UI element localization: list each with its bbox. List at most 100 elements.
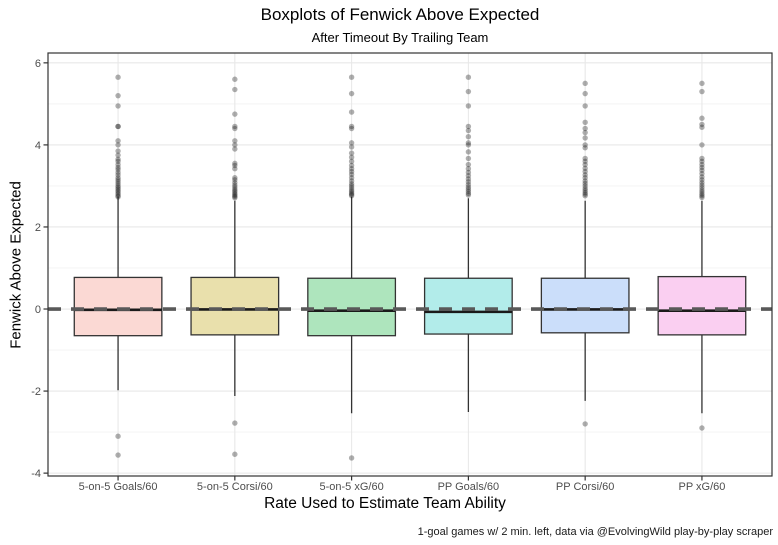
outlier-point	[348, 165, 355, 172]
outlier-point	[348, 171, 355, 178]
outlier-point	[232, 165, 238, 172]
outlier-point	[582, 90, 588, 97]
outlier-point	[232, 142, 238, 148]
outlier-point	[348, 109, 355, 115]
outlier-point	[348, 188, 355, 195]
outlier-point	[699, 194, 705, 201]
outlier-point	[232, 191, 238, 197]
outlier-point	[115, 175, 121, 181]
outlier-point	[582, 189, 588, 196]
y-tick-label: 2	[35, 222, 41, 234]
outlier-point	[699, 179, 705, 186]
outlier-point	[348, 154, 355, 160]
outlier-point	[115, 142, 121, 148]
outlier-point	[582, 80, 588, 87]
chart-subtitle: After Timeout By Trailing Team	[311, 30, 489, 45]
outlier-point	[115, 188, 121, 194]
outlier-point	[465, 188, 472, 194]
outlier-point	[232, 125, 238, 132]
outlier-point	[232, 179, 238, 186]
outlier-point	[582, 180, 588, 187]
box	[540, 277, 630, 334]
outlier-point	[115, 191, 121, 197]
outlier-point	[699, 80, 705, 87]
outlier-point	[699, 167, 705, 174]
outlier-point	[699, 161, 705, 168]
outlier-point	[348, 125, 355, 132]
outlier-point	[465, 123, 472, 130]
outlier-point	[465, 190, 472, 197]
outlier-point	[115, 164, 121, 171]
outlier-point	[582, 178, 588, 184]
outlier-point	[699, 184, 705, 191]
outlier-point	[115, 92, 121, 99]
outlier-point	[699, 177, 705, 183]
outlier-point	[582, 187, 588, 194]
box	[307, 277, 397, 337]
outlier-point	[232, 451, 238, 457]
outlier-point	[348, 183, 355, 189]
outlier-point	[699, 124, 705, 130]
outlier-point	[582, 135, 588, 141]
outlier-point	[699, 115, 705, 121]
box	[423, 277, 513, 335]
y-axis-title: Fenwick Above Expected	[7, 181, 25, 349]
outlier-point	[465, 192, 472, 198]
outlier-point	[699, 182, 705, 188]
outlier-point	[232, 193, 238, 200]
box	[657, 275, 747, 336]
outlier-point	[465, 169, 472, 176]
outlier-point	[699, 155, 705, 162]
outlier-point	[348, 175, 355, 181]
outlier-point	[348, 178, 355, 184]
outlier-point	[465, 161, 472, 168]
outlier-point	[115, 181, 121, 187]
outlier-point	[465, 88, 472, 95]
outlier-point	[115, 179, 121, 185]
outlier-point	[699, 191, 705, 197]
outlier-point	[699, 174, 705, 180]
outlier-point	[348, 185, 355, 191]
y-tick-label: -2	[31, 386, 41, 398]
outlier-point	[348, 455, 355, 461]
outlier-point	[465, 172, 472, 179]
outlier-point	[115, 103, 121, 109]
outlier-point	[699, 189, 705, 195]
outlier-point	[582, 183, 588, 189]
outlier-point	[582, 125, 588, 132]
outlier-point	[465, 184, 472, 190]
outlier-point	[115, 194, 121, 200]
outlier-point	[582, 165, 588, 171]
outlier-point	[348, 123, 355, 130]
outlier-point	[232, 146, 238, 152]
outlier-point	[232, 182, 238, 188]
outlier-point	[699, 158, 705, 165]
outlier-point	[465, 179, 472, 185]
outlier-point	[582, 421, 588, 427]
outlier-point	[115, 433, 121, 439]
outlier-point	[232, 123, 238, 130]
outlier-point	[699, 88, 705, 95]
outlier-point	[465, 140, 472, 146]
outlier-point	[232, 86, 238, 93]
outlier-point	[348, 181, 355, 187]
y-tick-label: 4	[35, 140, 41, 152]
outlier-point	[115, 186, 121, 192]
outlier-point	[232, 162, 238, 169]
x-tick-label: PP Goals/60	[438, 481, 500, 493]
outlier-point	[465, 103, 472, 109]
outlier-point	[348, 187, 355, 193]
outlier-point	[232, 184, 238, 190]
outlier-point	[232, 76, 238, 82]
outlier-point	[582, 175, 588, 181]
outlier-point	[465, 133, 472, 140]
outlier-point	[115, 161, 121, 168]
chart-caption: 1-goal games w/ 2 min. left, data via @E…	[417, 526, 773, 538]
box	[73, 276, 163, 337]
outlier-point	[115, 156, 121, 162]
outlier-point	[115, 184, 121, 191]
x-tick-label: PP xG/60	[678, 481, 725, 493]
x-tick-label: 5-on-5 xG/60	[320, 481, 384, 493]
outlier-point	[699, 170, 705, 177]
